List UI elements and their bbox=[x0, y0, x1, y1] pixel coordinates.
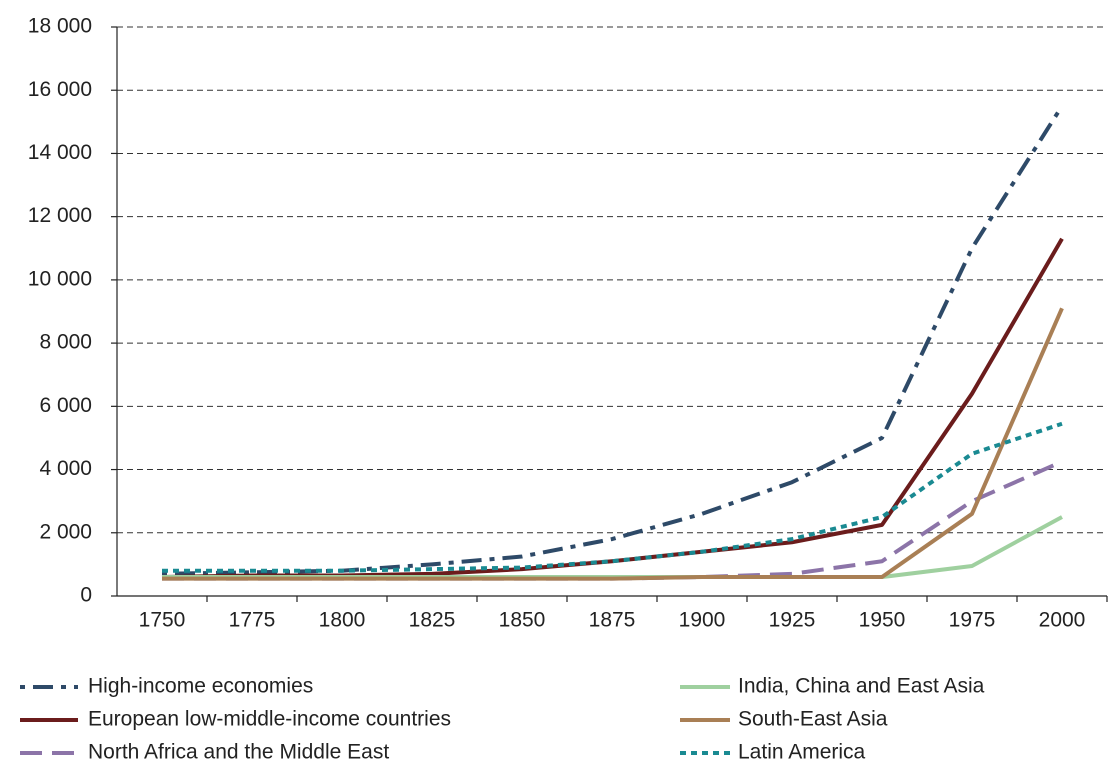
x-tick-label: 1750 bbox=[139, 609, 186, 632]
x-tick-label: 2000 bbox=[1039, 609, 1086, 632]
x-tick-label: 1950 bbox=[859, 609, 906, 632]
legend-label: Latin America bbox=[738, 741, 866, 764]
x-tick-label: 1775 bbox=[229, 609, 276, 632]
x-tick-label: 1900 bbox=[679, 609, 726, 632]
y-tick-label: 8 000 bbox=[39, 331, 92, 354]
legend-label: European low-middle-income countries bbox=[88, 708, 451, 731]
series-line bbox=[162, 421, 1063, 573]
y-tick-label: 4 000 bbox=[39, 457, 92, 480]
legend-label: India, China and East Asia bbox=[738, 675, 985, 698]
y-tick-label: 0 bbox=[80, 584, 92, 607]
y-tick-label: 14 000 bbox=[28, 141, 92, 164]
legend-label: North Africa and the Middle East bbox=[88, 741, 389, 764]
y-tick-label: 12 000 bbox=[28, 204, 92, 227]
y-tick-label: 10 000 bbox=[28, 267, 92, 290]
y-tick-label: 18 000 bbox=[28, 15, 92, 38]
series-line bbox=[162, 307, 1064, 581]
series-line bbox=[161, 104, 1064, 576]
x-tick-label: 1925 bbox=[769, 609, 816, 632]
x-tick-label: 1800 bbox=[319, 609, 366, 632]
y-tick-label: 6 000 bbox=[39, 394, 92, 417]
x-tick-label: 1850 bbox=[499, 609, 546, 632]
x-tick-label: 1875 bbox=[589, 609, 636, 632]
y-tick-label: 2 000 bbox=[39, 520, 92, 543]
series-line bbox=[161, 237, 1064, 580]
legend-label: High-income economies bbox=[88, 675, 313, 698]
legend-label: South-East Asia bbox=[738, 708, 888, 731]
x-tick-label: 1975 bbox=[949, 609, 996, 632]
x-tick-label: 1825 bbox=[409, 609, 456, 632]
y-tick-label: 16 000 bbox=[28, 78, 92, 101]
